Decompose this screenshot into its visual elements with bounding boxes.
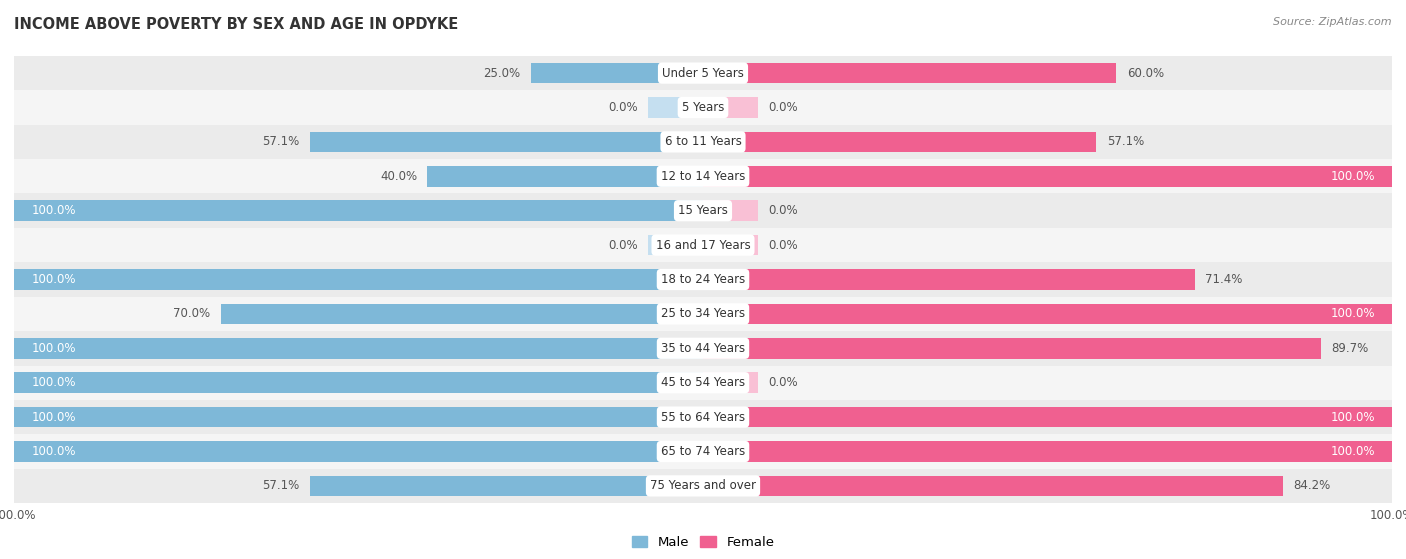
Text: 100.0%: 100.0% <box>31 411 76 424</box>
Bar <box>14 297 1392 331</box>
Text: 70.0%: 70.0% <box>173 307 211 320</box>
Bar <box>14 91 1392 125</box>
Bar <box>427 166 703 187</box>
Text: 25.0%: 25.0% <box>484 67 520 79</box>
Text: 55 to 64 Years: 55 to 64 Years <box>661 411 745 424</box>
Bar <box>14 125 1392 159</box>
Bar <box>309 131 703 152</box>
Bar <box>14 193 1392 228</box>
Bar <box>14 372 703 393</box>
Bar <box>648 235 703 255</box>
Bar <box>14 434 1392 468</box>
Text: 5 Years: 5 Years <box>682 101 724 114</box>
Bar <box>14 400 1392 434</box>
Text: 100.0%: 100.0% <box>31 445 76 458</box>
Bar <box>14 262 1392 297</box>
Bar <box>14 269 703 290</box>
Text: 84.2%: 84.2% <box>1294 480 1330 492</box>
Bar <box>14 159 1392 193</box>
Bar <box>14 338 703 359</box>
Text: 25 to 34 Years: 25 to 34 Years <box>661 307 745 320</box>
Bar <box>703 131 1097 152</box>
Text: 0.0%: 0.0% <box>607 239 637 252</box>
Bar <box>14 228 1392 262</box>
Bar <box>703 166 1392 187</box>
Text: 100.0%: 100.0% <box>31 273 76 286</box>
Bar <box>309 476 703 496</box>
Bar <box>14 200 703 221</box>
Bar <box>703 235 758 255</box>
Text: 0.0%: 0.0% <box>769 204 799 217</box>
Text: 35 to 44 Years: 35 to 44 Years <box>661 342 745 355</box>
Text: 57.1%: 57.1% <box>262 480 299 492</box>
Text: 15 Years: 15 Years <box>678 204 728 217</box>
Text: 45 to 54 Years: 45 to 54 Years <box>661 376 745 389</box>
Legend: Male, Female: Male, Female <box>626 531 780 555</box>
Text: 18 to 24 Years: 18 to 24 Years <box>661 273 745 286</box>
Text: 100.0%: 100.0% <box>1330 170 1375 183</box>
Bar <box>14 441 703 462</box>
Text: 71.4%: 71.4% <box>1205 273 1243 286</box>
Text: 65 to 74 Years: 65 to 74 Years <box>661 445 745 458</box>
Text: 0.0%: 0.0% <box>769 376 799 389</box>
Text: Under 5 Years: Under 5 Years <box>662 67 744 79</box>
Bar <box>703 97 758 118</box>
Bar <box>648 97 703 118</box>
Text: Source: ZipAtlas.com: Source: ZipAtlas.com <box>1274 17 1392 27</box>
Text: 57.1%: 57.1% <box>262 135 299 148</box>
Text: 60.0%: 60.0% <box>1126 67 1164 79</box>
Bar <box>703 63 1116 83</box>
Bar <box>703 441 1392 462</box>
Text: 16 and 17 Years: 16 and 17 Years <box>655 239 751 252</box>
Text: 100.0%: 100.0% <box>31 204 76 217</box>
Text: 100.0%: 100.0% <box>1330 411 1375 424</box>
Text: 100.0%: 100.0% <box>31 342 76 355</box>
Bar <box>14 407 703 428</box>
Bar <box>531 63 703 83</box>
Bar <box>703 200 758 221</box>
Text: 100.0%: 100.0% <box>1330 445 1375 458</box>
Bar <box>703 476 1284 496</box>
Bar <box>703 269 1195 290</box>
Text: 0.0%: 0.0% <box>769 239 799 252</box>
Bar <box>703 407 1392 428</box>
Text: 0.0%: 0.0% <box>769 101 799 114</box>
Text: 6 to 11 Years: 6 to 11 Years <box>665 135 741 148</box>
Bar <box>221 304 703 324</box>
Bar <box>703 372 758 393</box>
Bar <box>14 331 1392 366</box>
Text: 89.7%: 89.7% <box>1331 342 1368 355</box>
Bar <box>703 304 1392 324</box>
Text: 75 Years and over: 75 Years and over <box>650 480 756 492</box>
Bar <box>14 56 1392 91</box>
Text: 40.0%: 40.0% <box>380 170 418 183</box>
Bar <box>14 366 1392 400</box>
Text: INCOME ABOVE POVERTY BY SEX AND AGE IN OPDYKE: INCOME ABOVE POVERTY BY SEX AND AGE IN O… <box>14 17 458 32</box>
Text: 100.0%: 100.0% <box>1330 307 1375 320</box>
Text: 57.1%: 57.1% <box>1107 135 1144 148</box>
Text: 100.0%: 100.0% <box>31 376 76 389</box>
Bar <box>14 468 1392 503</box>
Bar <box>703 338 1322 359</box>
Text: 12 to 14 Years: 12 to 14 Years <box>661 170 745 183</box>
Text: 0.0%: 0.0% <box>607 101 637 114</box>
